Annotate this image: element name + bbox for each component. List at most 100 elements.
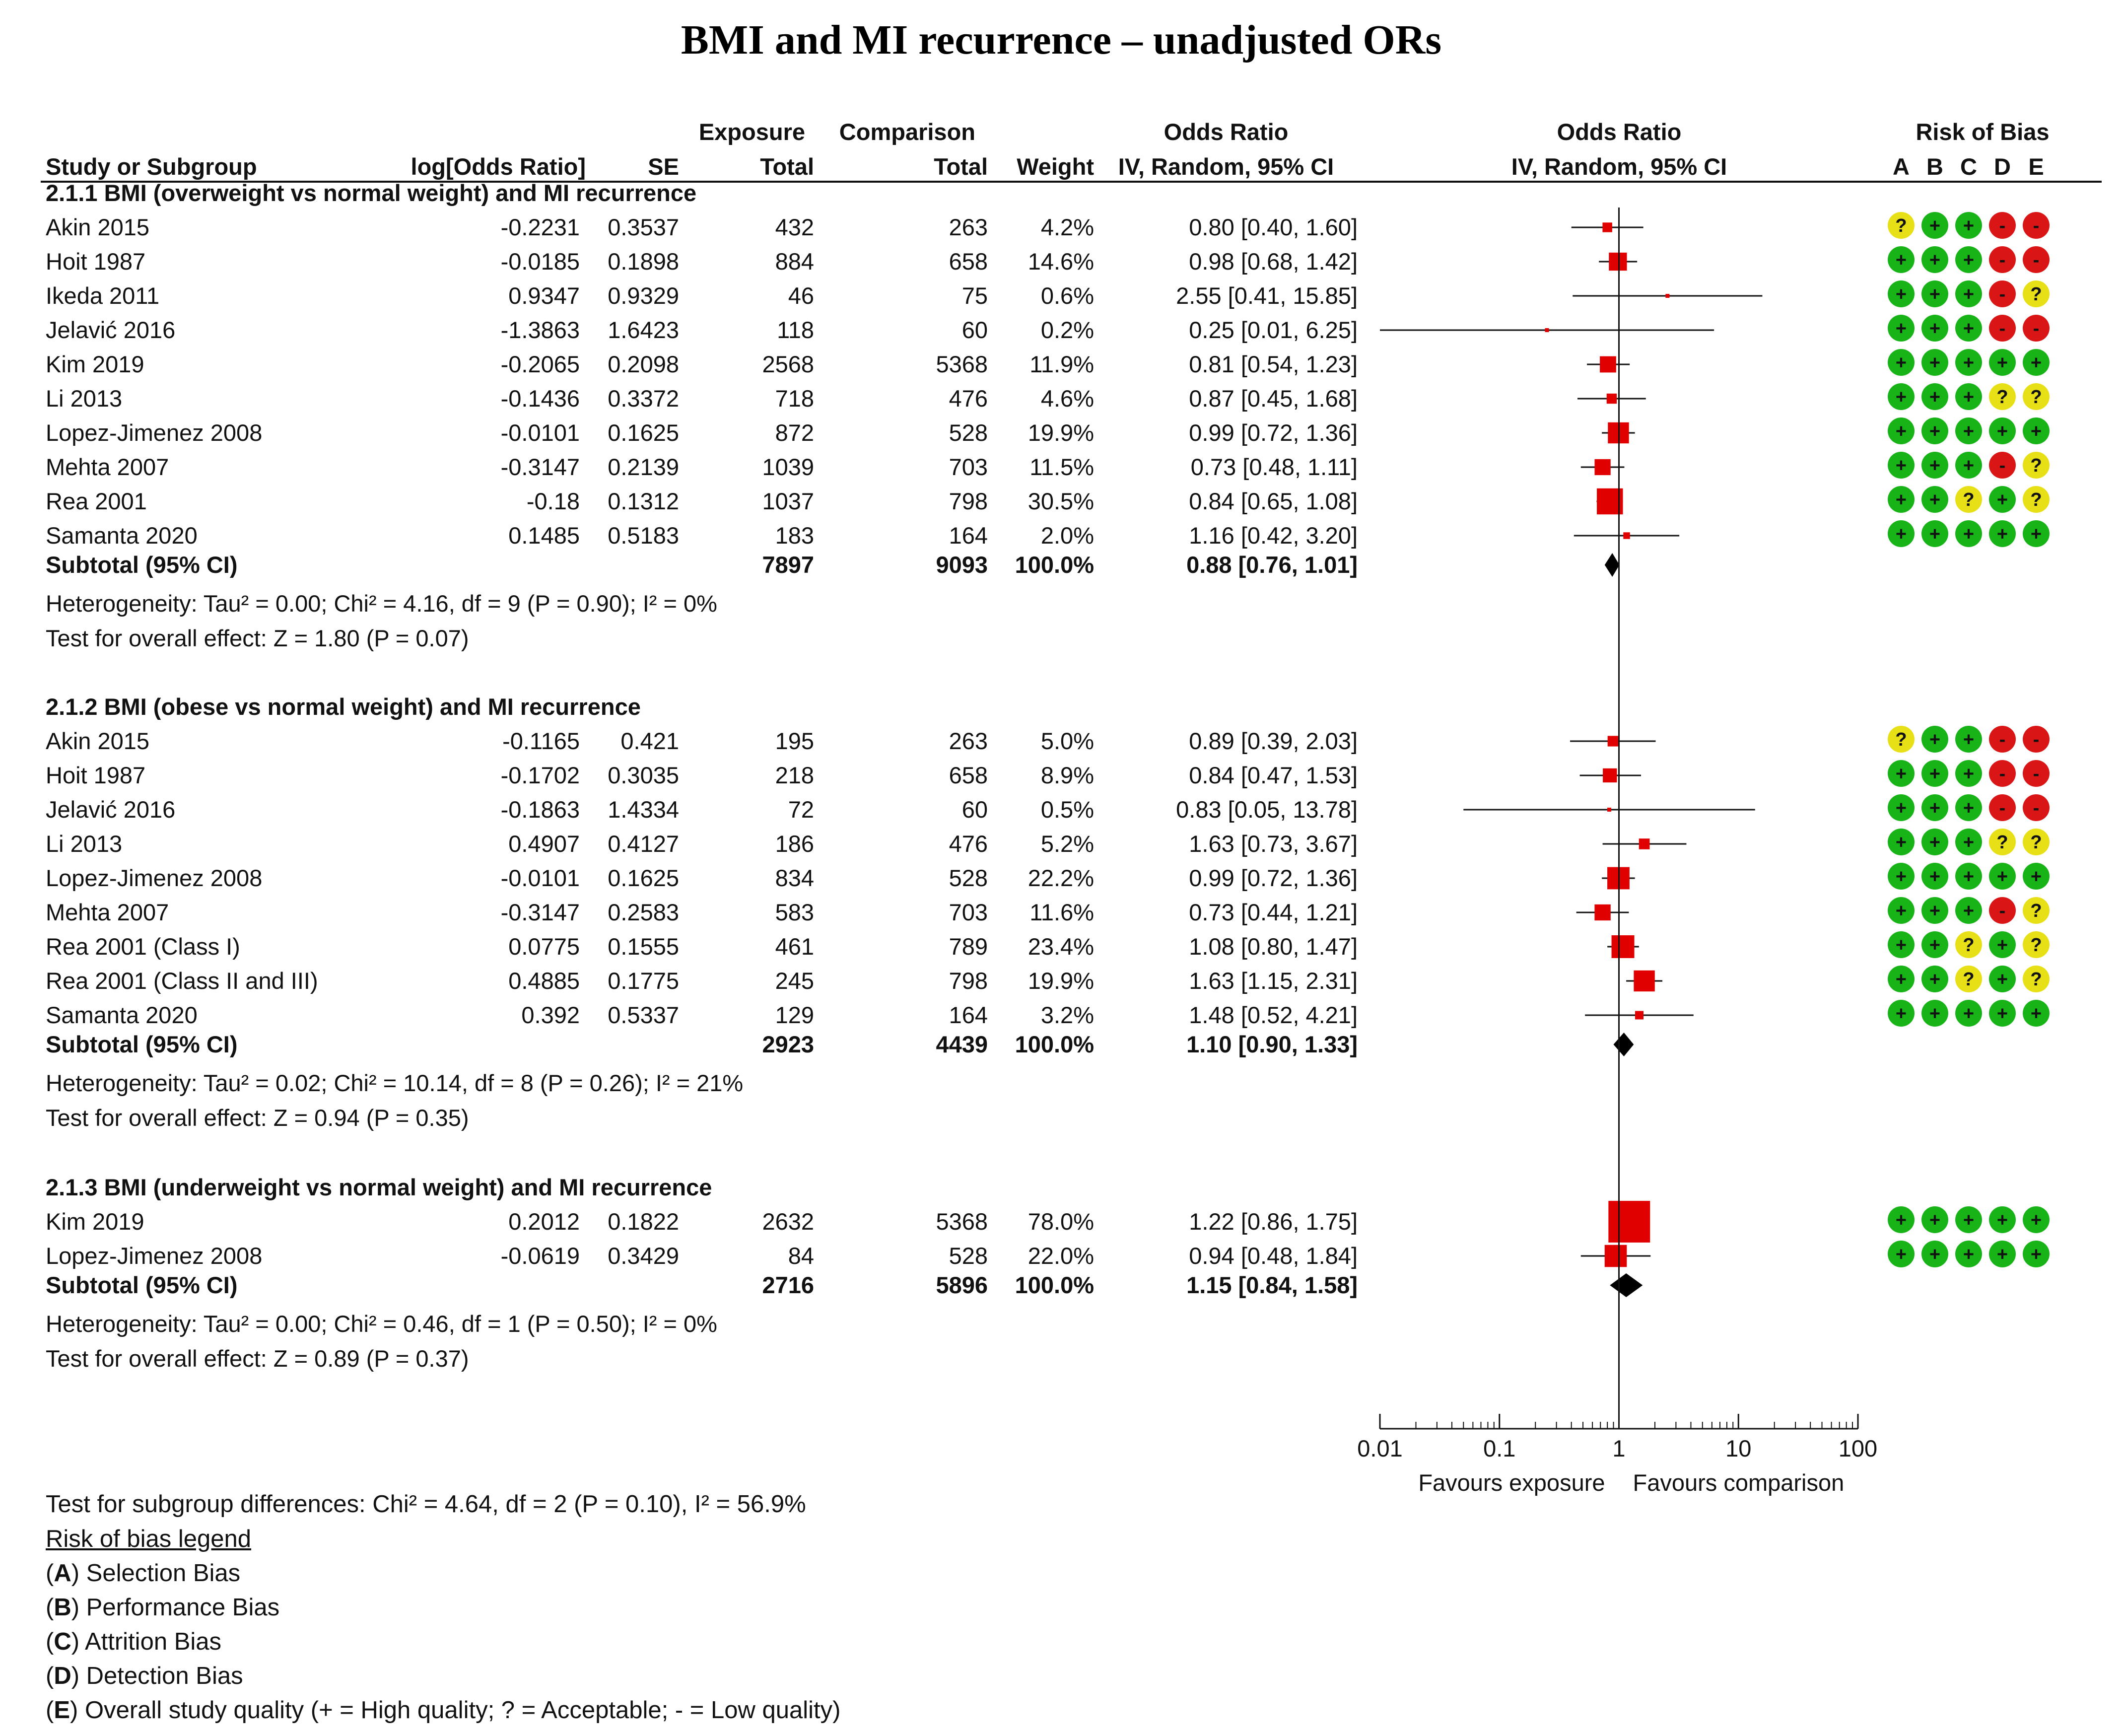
study-or-ci: 0.80 [0.40, 1.60] (1189, 214, 1358, 240)
header-plot: Odds Ratio (1557, 119, 1682, 145)
rob-dot (2023, 212, 2050, 239)
rob-dot (1989, 794, 2016, 821)
rob-symbol: - (1999, 764, 2006, 784)
subtotal-exposure-total: 2923 (762, 1031, 814, 1057)
study-exposure-total: 183 (775, 522, 814, 549)
header-or-method: IV, Random, 95% CI (1118, 153, 1334, 180)
rob-dot (1921, 931, 1948, 958)
rob-symbol: + (1896, 832, 1907, 853)
rob-dot (1888, 520, 1915, 547)
rob-symbol: + (2031, 352, 2042, 373)
rob-dot (2023, 863, 2050, 890)
rob-symbol: + (1896, 1003, 1907, 1024)
rob-dot (1921, 452, 1948, 479)
study-comparison-total: 528 (949, 419, 988, 446)
rob-dot (1955, 452, 1982, 479)
rob-dot (2023, 417, 2050, 444)
rob-legend-item-a: (A) Selection Bias (46, 1560, 241, 1587)
rob-dot (2023, 1241, 2050, 1267)
study-log-or: -0.1702 (501, 762, 580, 788)
favours-right-label: Favours comparison (1633, 1469, 1845, 1496)
study-or-ci: 0.89 [0.39, 2.03] (1189, 728, 1358, 754)
study-log-or: -0.1863 (501, 796, 580, 823)
study-se: 0.2139 (608, 454, 679, 480)
rob-dot (2023, 966, 2050, 992)
rob-symbol: - (2033, 318, 2040, 339)
study-se: 0.421 (620, 728, 679, 754)
study-log-or: 0.0775 (508, 933, 580, 960)
study-or-ci: 0.83 [0.05, 13.78] (1176, 796, 1358, 823)
study-name: Rea 2001 (Class II and III) (46, 968, 318, 994)
rob-symbol: + (1896, 866, 1907, 887)
rob-symbol: + (1929, 489, 1940, 510)
rob-dot (1955, 246, 1982, 273)
rob-symbol: ? (1895, 729, 1907, 750)
rob-symbol: + (1896, 901, 1907, 921)
study-or-ci: 0.94 [0.48, 1.84] (1189, 1243, 1358, 1269)
rob-symbol: ? (1996, 832, 2008, 853)
study-weight: 11.6% (1029, 899, 1094, 925)
study-exposure-total: 245 (775, 968, 814, 994)
rob-symbol: ? (1996, 387, 2008, 408)
rob-symbol: + (1929, 455, 1940, 476)
study-se: 1.4334 (608, 796, 679, 823)
rob-symbol: - (2033, 250, 2040, 271)
rob-dot (1888, 1000, 1915, 1027)
study-weight: 0.5% (1041, 796, 1094, 823)
study-marker (1606, 393, 1617, 404)
study-se: 0.9329 (608, 282, 679, 309)
rob-symbol: - (2033, 764, 2040, 784)
study-se: 0.1625 (608, 419, 679, 446)
chart-title: BMI and MI recurrence – unadjusted ORs (681, 17, 1441, 63)
rob-dot (1989, 966, 2016, 992)
study-exposure-total: 46 (788, 282, 814, 309)
study-exposure-total: 84 (788, 1243, 814, 1269)
rob-dot (1989, 1241, 2016, 1267)
study-log-or: -0.0619 (501, 1243, 580, 1269)
study-comparison-total: 476 (949, 831, 988, 857)
rob-dot (1955, 726, 1982, 753)
study-marker (1608, 1201, 1650, 1243)
study-weight: 4.2% (1041, 214, 1094, 240)
rob-symbol: + (1963, 250, 1974, 271)
study-weight: 78.0% (1028, 1208, 1094, 1235)
header-se: SE (648, 153, 679, 180)
study-exposure-total: 834 (775, 865, 814, 891)
rob-dot (1921, 966, 1948, 992)
study-se: 0.3429 (608, 1243, 679, 1269)
rob-dot (1955, 829, 1982, 855)
subtotal-exposure-total: 7897 (762, 552, 814, 578)
study-marker (1635, 1011, 1644, 1020)
subtotal-diamond (1610, 1273, 1643, 1297)
rob-symbol: + (1929, 387, 1940, 408)
rob-symbol: + (1896, 352, 1907, 373)
rob-symbol: + (2031, 1210, 2042, 1231)
legend-text: Attrition Bias (79, 1628, 222, 1655)
rob-dot (1989, 760, 2016, 787)
legend-key: B (54, 1594, 71, 1621)
rob-dot (2023, 794, 2050, 821)
rob-symbol: - (2033, 798, 2040, 819)
rob-letter: D (1994, 153, 2011, 180)
study-marker (1603, 768, 1617, 783)
study-exposure-total: 718 (775, 385, 814, 412)
rob-dot (1888, 760, 1915, 787)
rob-symbol: + (1963, 524, 1974, 545)
rob-dot (1921, 794, 1948, 821)
study-comparison-total: 703 (949, 454, 988, 480)
overall-effect-text: Test for overall effect: Z = 0.89 (P = 0… (46, 1345, 469, 1372)
study-weight: 5.0% (1041, 728, 1094, 754)
study-weight: 0.2% (1041, 317, 1094, 343)
rob-symbol: + (1896, 1244, 1907, 1265)
rob-dot (1888, 726, 1915, 753)
rob-dot (1888, 417, 1915, 444)
study-exposure-total: 118 (777, 317, 814, 343)
rob-dot (1921, 1206, 1948, 1233)
rob-symbol: + (1929, 318, 1940, 339)
study-exposure-total: 129 (775, 1002, 814, 1028)
rob-symbol: + (1929, 729, 1940, 750)
subtotal-weight: 100.0% (1015, 1031, 1094, 1057)
study-comparison-total: 5368 (936, 351, 988, 377)
rob-dot (2023, 1206, 2050, 1233)
study-exposure-total: 432 (775, 214, 814, 240)
